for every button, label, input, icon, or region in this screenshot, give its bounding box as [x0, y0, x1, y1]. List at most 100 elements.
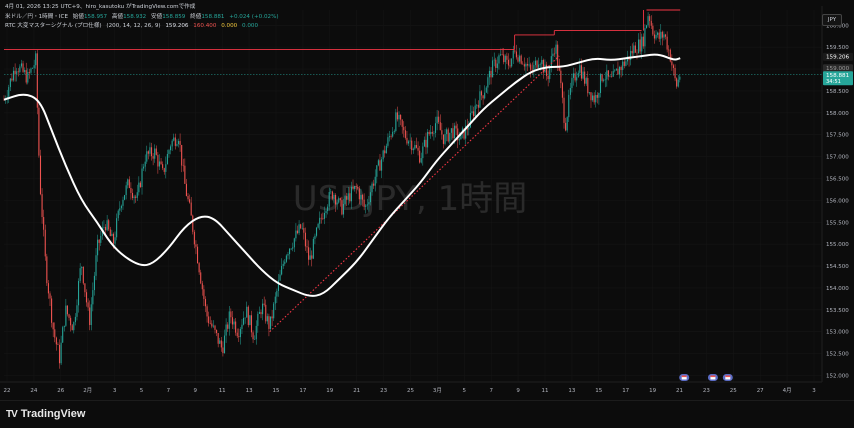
- candle-body: [630, 50, 632, 61]
- candle-body: [198, 263, 200, 273]
- candle-body: [471, 111, 473, 113]
- candle-body: [577, 72, 579, 78]
- symbol-name[interactable]: 米ドル／円・1時間・ICE: [5, 14, 68, 20]
- candle-body: [328, 192, 330, 207]
- candle-body: [541, 60, 543, 65]
- indicator-info-line[interactable]: RTC 大変マスターシグナル (プロ仕様) (200, 14, 12, 26, …: [5, 23, 261, 30]
- symbol-info-line[interactable]: 米ドル／円・1時間・ICE 始値158.957 高値158.932 安値158.…: [5, 14, 282, 21]
- candle-body: [633, 45, 635, 54]
- candle-body: [308, 247, 310, 260]
- candle-body: [255, 325, 257, 340]
- currency-badge[interactable]: JPY: [822, 14, 842, 26]
- candle-body: [395, 112, 397, 132]
- candle-body: [14, 70, 16, 74]
- resistance-lines: [4, 9, 822, 75]
- candle-body: [11, 78, 13, 81]
- candle-body: [135, 196, 137, 198]
- candle-body: [171, 140, 173, 147]
- candle-body: [623, 61, 625, 66]
- time-tick-label: 9: [194, 388, 198, 394]
- candle-body: [131, 192, 134, 198]
- candle-body: [89, 307, 91, 326]
- tradingview-logo-icon: TV: [6, 408, 18, 420]
- candle-body: [438, 116, 440, 123]
- candle-body: [166, 153, 168, 165]
- candle-body: [258, 312, 260, 314]
- event-flag-icon[interactable]: [679, 374, 690, 381]
- candle-body: [287, 254, 289, 256]
- candle-body: [87, 302, 89, 308]
- candle-body: [349, 193, 351, 202]
- candle-body: [333, 194, 335, 199]
- candle-body: [47, 283, 49, 294]
- candle-body: [273, 303, 275, 319]
- tradingview-logo[interactable]: TV TradingView: [6, 408, 85, 420]
- time-axis[interactable]: 22 24 26 2月 3 5 7 9 11 13 15 17 19 21 23 25 3月 5 7 9 11 13 15 1…: [0, 381, 822, 394]
- candle-body: [108, 220, 110, 230]
- candle-body: [452, 128, 454, 139]
- candle-body: [68, 314, 70, 318]
- event-flag-icon[interactable]: [707, 374, 718, 381]
- candle-body: [182, 165, 184, 167]
- candle-body: [530, 64, 532, 70]
- candle-body: [401, 119, 403, 127]
- candle-body: [458, 139, 460, 141]
- candle-body: [355, 185, 357, 187]
- high-label: 高値: [111, 14, 124, 20]
- candle-body: [664, 34, 667, 37]
- candle-body: [239, 328, 241, 338]
- candle-body: [24, 70, 26, 72]
- candle-body: [500, 54, 502, 56]
- candle-body: [482, 95, 484, 99]
- candle-body: [93, 275, 95, 291]
- candle-body: [201, 283, 203, 290]
- time-tick-label: 17: [622, 388, 629, 394]
- candle-body: [284, 261, 286, 264]
- event-markers[interactable]: [679, 374, 733, 381]
- candle-body: [388, 136, 391, 138]
- event-flag-icon[interactable]: [722, 374, 733, 381]
- candle-body: [604, 79, 606, 81]
- candle-body: [404, 130, 406, 138]
- candle-body: [558, 65, 560, 71]
- indicator-name[interactable]: RTC 大変マスターシグナル (プロ仕様): [5, 23, 102, 29]
- candle-body: [668, 49, 670, 51]
- candle-body: [39, 155, 42, 195]
- price-chart[interactable]: USDJPY, 1時間 160.000 159.500 159.000 158.500…: [0, 0, 854, 400]
- time-tick-label: 3月: [433, 387, 442, 394]
- candle-body: [314, 235, 316, 239]
- candle-body: [125, 185, 127, 196]
- candle-body: [322, 218, 324, 219]
- candle-body: [414, 145, 416, 149]
- low-label: 安値: [151, 14, 163, 20]
- candle-body: [522, 63, 524, 65]
- candle-body: [158, 161, 161, 167]
- candle-body: [572, 73, 575, 78]
- candle-body: [200, 272, 202, 284]
- candle-body: [117, 210, 119, 219]
- candle-body: [422, 146, 424, 159]
- candle-body: [528, 64, 530, 66]
- candle-body: [599, 74, 602, 93]
- candle-body: [653, 34, 655, 39]
- candle-body: [52, 322, 54, 330]
- candle-body: [446, 129, 448, 135]
- candle-body: [289, 248, 291, 255]
- change-value: +0.024 (+0.02%): [229, 14, 279, 20]
- candle-body: [160, 161, 162, 165]
- candle-body: [79, 268, 81, 281]
- chart-meta-text: 4月 01, 2026 13:25 UTC+9、hiro_kasutoku がT…: [5, 4, 196, 10]
- candle-body: [263, 303, 265, 305]
- candle-body: [674, 67, 676, 79]
- candle-body: [279, 274, 281, 281]
- candle-body: [227, 324, 229, 329]
- candle-body: [420, 158, 422, 163]
- candle-body: [612, 71, 614, 77]
- tradingview-logo-text: TradingView: [20, 408, 86, 420]
- candle-body: [636, 52, 638, 54]
- candle-body: [268, 316, 270, 329]
- candle-body: [219, 340, 221, 344]
- candle-body: [147, 151, 149, 154]
- candle-body: [649, 16, 651, 21]
